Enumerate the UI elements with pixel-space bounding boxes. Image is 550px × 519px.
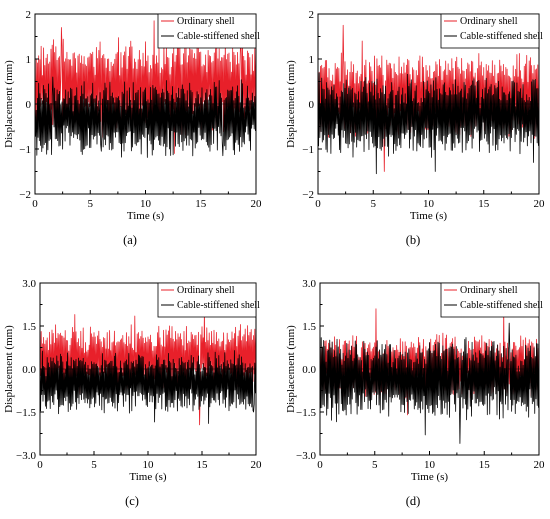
x-axis-label: Time (s) <box>411 471 449 483</box>
y-tick-label: 1 <box>26 54 32 66</box>
series-line-cable <box>318 72 539 175</box>
series-group <box>35 20 256 158</box>
y-tick-label: −2 <box>302 189 314 201</box>
x-axis-label: Time (s) <box>129 471 167 483</box>
x-axis-label: Time (s) <box>410 210 448 222</box>
legend-label: Ordinary shell <box>177 16 235 27</box>
y-tick-label: −1 <box>302 144 314 156</box>
x-tick-label: 5 <box>91 459 97 471</box>
x-tick-label: 20 <box>534 459 546 471</box>
y-axis-label: Displacement (mm) <box>285 325 297 413</box>
x-tick-label: 0 <box>37 459 43 471</box>
series-line-cable <box>320 322 539 444</box>
x-axis-label: Time (s) <box>127 210 165 222</box>
x-tick-label: 10 <box>423 198 435 210</box>
x-tick-label: 20 <box>251 198 263 210</box>
legend-label: Ordinary shell <box>460 16 518 27</box>
y-tick-label: 0 <box>26 99 32 111</box>
x-tick-label: 15 <box>478 198 490 210</box>
panel-d: 0 5 10 15 20 −3.0 −1.5 0.0 1.5 3.0 Time (s) Displac… <box>285 278 545 508</box>
series-line-cable <box>40 350 256 424</box>
x-tick-label: 10 <box>424 459 436 471</box>
legend: Ordinary shell Cable-stiffened shell <box>440 13 543 49</box>
y-tick-label: 0.0 <box>22 364 36 376</box>
series-group <box>320 308 539 444</box>
y-tick-label: 3.0 <box>302 278 316 290</box>
y-axis-label: Displacement (mm) <box>3 60 15 148</box>
y-axis-label: Displacement (mm) <box>285 60 297 148</box>
x-tick-label: 20 <box>251 459 263 471</box>
panel-caption: (d) <box>406 494 421 508</box>
y-tick-label: −1 <box>19 144 31 156</box>
legend-label: Cable-stiffened shell <box>460 31 543 42</box>
y-tick-label: 3.0 <box>22 278 36 290</box>
series-line-ordinary <box>35 20 256 154</box>
legend-box <box>157 13 257 49</box>
legend-label: Cable-stiffened shell <box>177 31 260 42</box>
legend-box <box>440 13 540 49</box>
x-tick-label: 0 <box>32 198 38 210</box>
series-group <box>318 24 539 175</box>
legend-label: Cable-stiffened shell <box>177 300 260 311</box>
y-tick-label: −3.0 <box>296 450 316 462</box>
series-line-ordinary <box>40 308 256 426</box>
y-tick-label: 0.0 <box>302 364 316 376</box>
x-tick-label: 5 <box>371 198 377 210</box>
panel-caption: (c) <box>125 494 139 508</box>
x-tick-label: 20 <box>534 198 546 210</box>
y-tick-label: −1.5 <box>16 407 36 419</box>
legend-box <box>157 282 257 318</box>
y-tick-label: 1 <box>309 54 315 66</box>
x-tick-label: 15 <box>197 459 209 471</box>
y-tick-label: −2 <box>19 189 31 201</box>
series-group <box>40 308 256 426</box>
x-tick-label: 5 <box>88 198 94 210</box>
panel-c: 0 5 10 15 20 −3.0 −1.5 0.0 1.5 3.0 Time (s) Displac… <box>3 278 262 508</box>
legend-label: Ordinary shell <box>460 285 518 296</box>
y-tick-label: 2 <box>309 9 315 21</box>
panel-a: 0 5 10 15 20 −2 −1 0 1 2 Time (s) Displacement (mm)… <box>3 9 262 247</box>
panel-caption: (b) <box>406 233 421 247</box>
legend: Ordinary shell Cable-stiffened shell <box>157 13 260 49</box>
series-line-ordinary <box>318 24 539 172</box>
legend: Ordinary shell Cable-stiffened shell <box>440 282 543 318</box>
y-tick-label: 0 <box>309 99 315 111</box>
legend: Ordinary shell Cable-stiffened shell <box>157 282 260 318</box>
legend-box <box>440 282 540 318</box>
x-tick-label: 15 <box>479 459 491 471</box>
x-tick-label: 0 <box>315 198 321 210</box>
legend-label: Cable-stiffened shell <box>460 300 543 311</box>
y-tick-label: 1.5 <box>302 321 316 333</box>
panel-b: 0 5 10 15 20 −2 −1 0 1 2 Time (s) Displacement (mm)… <box>285 9 545 247</box>
x-tick-label: 15 <box>195 198 207 210</box>
panel-caption: (a) <box>123 233 137 247</box>
x-tick-label: 5 <box>372 459 378 471</box>
y-axis-label: Displacement (mm) <box>3 325 15 413</box>
y-tick-label: 1.5 <box>22 321 36 333</box>
x-tick-label: 10 <box>140 198 152 210</box>
y-tick-label: −1.5 <box>296 407 316 419</box>
y-tick-label: −3.0 <box>16 450 36 462</box>
y-tick-label: 2 <box>26 9 32 21</box>
series-line-cable <box>35 76 256 158</box>
x-tick-label: 10 <box>143 459 155 471</box>
x-tick-label: 0 <box>317 459 323 471</box>
legend-label: Ordinary shell <box>177 285 235 296</box>
